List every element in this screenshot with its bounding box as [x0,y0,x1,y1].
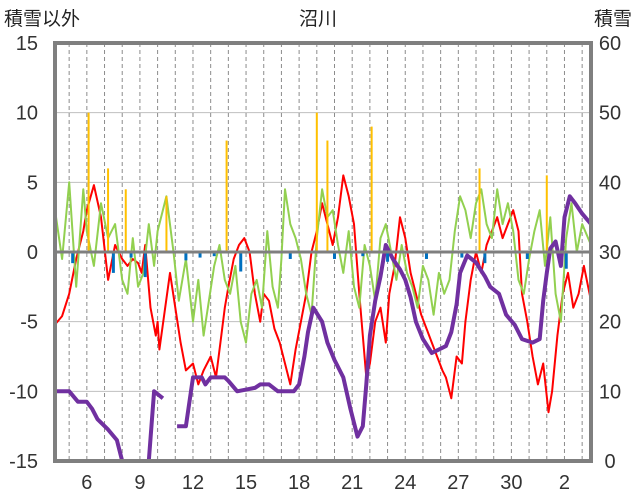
series-3-mark [165,196,168,252]
series-4-mark [212,252,216,257]
series-1-line [54,181,592,344]
series-4-mark [111,252,115,273]
x-tick-label: 15 [235,472,257,494]
series-3-mark [478,168,481,252]
left-tick-label: 15 [16,33,38,55]
right-axis-label: 積雪 [594,8,632,30]
x-tick-label: 6 [81,472,92,494]
series-2 [55,194,593,463]
x-tick-label: 2 [559,472,570,494]
chart-title: 沼川 [299,8,337,30]
series-0 [54,174,592,414]
series-4-mark [143,252,147,278]
series-4-mark [184,252,188,261]
series-3 [87,112,548,253]
series-layer [54,112,593,463]
x-tick-label: 12 [182,472,204,494]
right-axis-ticks: 60 50 40 30 20 10 0 [599,33,621,473]
series-2-line [55,194,593,463]
x-tick-label: 24 [394,472,416,494]
x-tick-label: 30 [500,472,522,494]
series-3-mark [545,175,548,252]
x-axis-ticks: 6 9 12 15 18 21 24 27 30 2 [81,472,570,494]
series-4-mark [288,252,292,259]
series-3-mark [370,126,373,252]
right-tick-label: 60 [599,33,621,55]
right-tick-label: 50 [599,103,621,125]
left-tick-label: -5 [20,312,38,334]
x-tick-label: 18 [288,472,310,494]
series-4-mark [198,252,202,258]
series-4-mark [332,252,336,259]
series-3-mark [87,112,90,253]
series-4-mark [483,252,487,264]
x-tick-label: 21 [341,472,363,494]
series-3-mark [326,140,329,252]
series-0-line [54,174,592,414]
series-4-mark [424,252,428,259]
series-4-mark [460,252,464,258]
right-tick-label: 0 [604,451,615,473]
right-tick-label: 10 [599,381,621,403]
series-4-mark [239,252,243,272]
series-4 [71,252,568,278]
series-1 [54,181,592,344]
right-tick-label: 30 [599,242,621,264]
series-4-mark [386,252,390,262]
x-tick-label: 27 [447,472,469,494]
plot-frame [53,41,593,463]
series-3-mark [107,168,110,252]
right-tick-label: 20 [599,312,621,334]
left-tick-label: 0 [27,242,38,264]
left-tick-label: -15 [9,451,38,473]
series-4-mark [129,252,133,258]
x-tick-label: 9 [134,472,145,494]
series-4-mark [525,252,529,259]
series-4-mark [71,252,75,264]
left-tick-label: -10 [9,381,38,403]
right-tick-label: 40 [599,172,621,194]
series-3-mark [124,189,127,252]
series-4-mark [361,252,365,257]
series-3-mark [315,112,318,253]
left-tick-label: 5 [27,172,38,194]
series-4-mark [564,252,568,269]
left-axis-label: 積雪以外 [4,8,80,30]
left-axis-ticks: 15 10 5 0 -5 -10 -15 [9,33,38,473]
left-tick-label: 10 [16,103,38,125]
series-3-mark [225,140,228,252]
